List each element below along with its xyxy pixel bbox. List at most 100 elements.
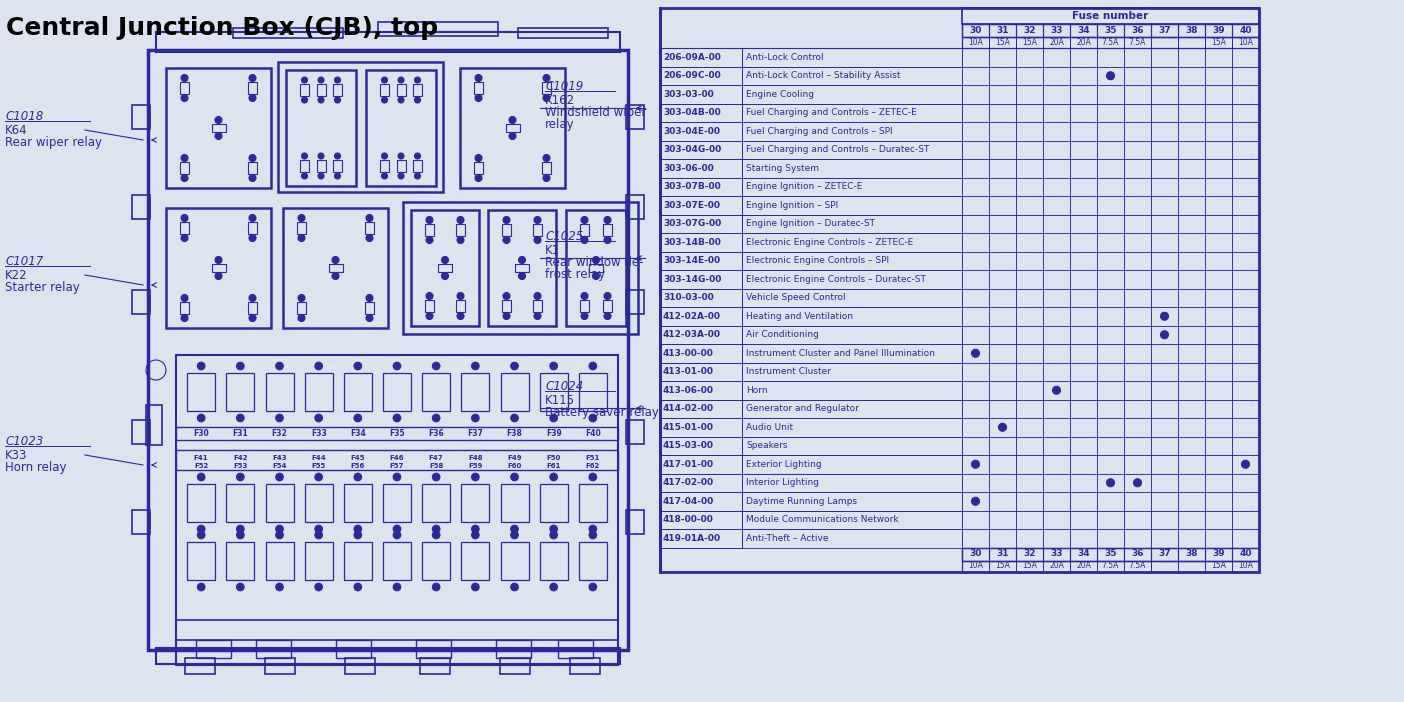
Circle shape xyxy=(302,153,307,159)
Bar xyxy=(1151,196,1178,215)
Bar xyxy=(1125,24,1151,37)
Bar xyxy=(187,542,215,580)
Bar xyxy=(988,529,1016,548)
Text: 37: 37 xyxy=(1158,26,1171,35)
Bar xyxy=(1178,289,1205,307)
Bar xyxy=(1125,381,1151,399)
Bar xyxy=(1043,418,1070,437)
Bar xyxy=(660,140,741,159)
Circle shape xyxy=(472,362,479,370)
Bar xyxy=(962,233,988,251)
Bar xyxy=(988,251,1016,270)
Bar xyxy=(333,160,343,172)
Text: 412-03A-00: 412-03A-00 xyxy=(663,330,722,339)
Circle shape xyxy=(456,312,463,319)
Bar xyxy=(1070,233,1097,251)
Bar xyxy=(1016,289,1043,307)
Text: Fuel Charging and Controls – SPI: Fuel Charging and Controls – SPI xyxy=(746,127,893,135)
Bar xyxy=(741,67,962,85)
Text: 38: 38 xyxy=(1185,26,1198,35)
Text: C1023: C1023 xyxy=(6,435,44,448)
Bar xyxy=(1125,437,1151,455)
Text: 20A: 20A xyxy=(1049,562,1064,571)
Bar xyxy=(1016,510,1043,529)
Text: Anti-Theft – Active: Anti-Theft – Active xyxy=(746,534,828,543)
Text: 417-04-00: 417-04-00 xyxy=(663,497,715,505)
Text: 15A: 15A xyxy=(1022,562,1038,571)
Bar xyxy=(741,48,962,67)
Bar xyxy=(1151,418,1178,437)
Bar xyxy=(187,373,215,411)
Bar xyxy=(1151,474,1178,492)
Bar xyxy=(1231,103,1259,122)
Text: C1025: C1025 xyxy=(545,230,583,243)
Bar xyxy=(1097,548,1125,560)
Bar xyxy=(1231,381,1259,399)
Bar xyxy=(1205,196,1231,215)
Bar xyxy=(1231,560,1259,571)
Bar xyxy=(578,373,607,411)
Bar xyxy=(1178,381,1205,399)
Bar xyxy=(1125,399,1151,418)
Bar xyxy=(1125,178,1151,196)
Bar xyxy=(1125,215,1151,233)
Bar xyxy=(988,24,1016,37)
Bar xyxy=(1151,289,1178,307)
Text: Engine Cooling: Engine Cooling xyxy=(746,90,814,99)
Bar xyxy=(580,224,590,236)
Bar xyxy=(1043,307,1070,326)
Bar xyxy=(660,381,741,399)
Bar xyxy=(962,289,988,307)
Bar xyxy=(988,418,1016,437)
Text: 31: 31 xyxy=(997,26,1008,35)
Circle shape xyxy=(298,215,305,222)
Circle shape xyxy=(236,525,244,533)
Circle shape xyxy=(550,473,557,481)
Text: Generator and Regulator: Generator and Regulator xyxy=(746,404,859,413)
Bar xyxy=(962,492,988,510)
Bar xyxy=(500,373,528,411)
Circle shape xyxy=(198,583,205,591)
Circle shape xyxy=(456,216,463,223)
Bar xyxy=(1097,399,1125,418)
Circle shape xyxy=(302,97,307,103)
Bar xyxy=(660,85,741,103)
Bar xyxy=(1043,289,1070,307)
Text: 35: 35 xyxy=(1105,26,1116,35)
Bar xyxy=(1151,140,1178,159)
Bar xyxy=(212,264,226,272)
Text: 20A: 20A xyxy=(1049,38,1064,47)
Text: 39: 39 xyxy=(1212,26,1224,35)
Bar xyxy=(176,620,618,640)
Text: 10A: 10A xyxy=(1238,38,1252,47)
Bar xyxy=(988,362,1016,381)
Bar xyxy=(660,289,741,307)
Bar xyxy=(413,84,423,96)
Bar xyxy=(660,399,741,418)
Circle shape xyxy=(1053,386,1060,395)
Bar xyxy=(1070,474,1097,492)
Text: 310-03-00: 310-03-00 xyxy=(663,293,713,303)
Text: 36: 36 xyxy=(1132,550,1144,559)
Circle shape xyxy=(472,414,479,422)
Bar xyxy=(1205,455,1231,474)
Bar xyxy=(1231,37,1259,48)
Text: 34: 34 xyxy=(1077,26,1090,35)
Bar xyxy=(1043,344,1070,362)
Bar xyxy=(1151,85,1178,103)
Bar xyxy=(1125,270,1151,289)
Bar xyxy=(962,48,988,67)
Bar xyxy=(344,542,372,580)
Bar xyxy=(1178,399,1205,418)
Bar xyxy=(1178,437,1205,455)
Bar xyxy=(1151,24,1178,37)
Bar xyxy=(146,405,161,445)
Text: 415-01-00: 415-01-00 xyxy=(663,423,715,432)
Bar xyxy=(1231,85,1259,103)
Text: F60: F60 xyxy=(507,463,522,469)
Text: F30: F30 xyxy=(194,429,209,438)
Text: F42: F42 xyxy=(233,455,247,461)
Bar xyxy=(962,24,1259,37)
Bar xyxy=(156,32,621,52)
Bar xyxy=(626,510,644,534)
